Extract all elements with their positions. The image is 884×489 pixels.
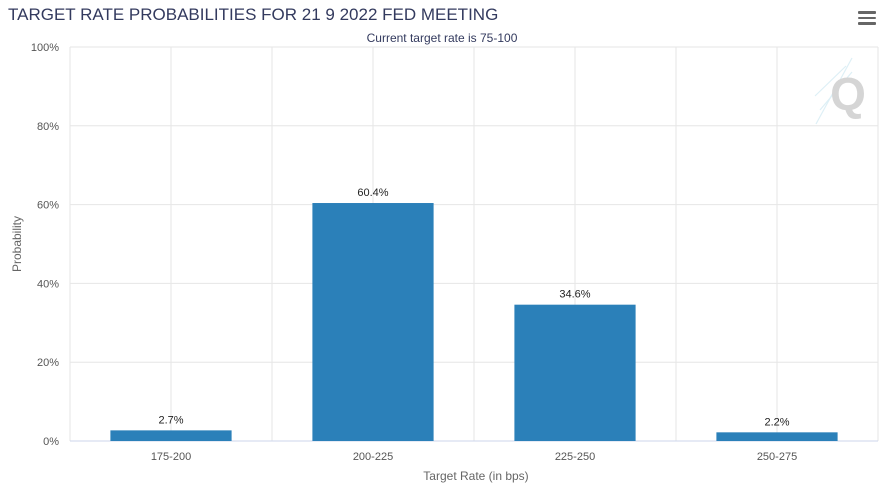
bar [312,203,434,441]
chart-subtitle: Current target rate is 75-100 [366,31,518,45]
x-tick-label: 175-200 [151,451,191,463]
x-axis-labels: 175-200 200-225 225-250 250-275 [151,451,797,463]
menu-line [858,11,876,14]
menu-line [858,22,876,25]
context-menu-button[interactable] [858,11,876,25]
bar [514,304,636,441]
bar [110,430,232,441]
y-axis-title: Probability [10,216,24,272]
y-tick-label: 20% [37,357,59,369]
x-tick-label: 250-275 [757,451,797,463]
x-tick-label: 200-225 [353,451,393,463]
data-label: 60.4% [357,187,388,199]
grid [69,46,879,442]
y-axis-labels: 0% 20% 40% 60% 80% 100% [31,42,59,448]
x-tick-label: 225-250 [555,451,595,463]
bars [110,203,838,441]
data-label: 2.7% [158,414,183,426]
q-logo-icon: Q [814,57,866,125]
bar [716,432,838,441]
data-label: 2.2% [764,416,789,428]
y-tick-label: 100% [31,42,59,54]
svg-text:Q: Q [830,68,866,120]
data-label: 34.6% [559,289,590,301]
y-tick-label: 80% [37,121,59,133]
x-axis-title: Target Rate (in bps) [423,469,528,483]
menu-line [858,16,876,19]
chart-title: TARGET RATE PROBABILITIES FOR 21 9 2022 … [8,5,499,24]
y-tick-label: 40% [37,278,59,290]
y-tick-label: 0% [43,436,59,448]
data-labels: 2.7% 60.4% 34.6% 2.2% [158,187,789,428]
y-tick-label: 60% [37,200,59,212]
